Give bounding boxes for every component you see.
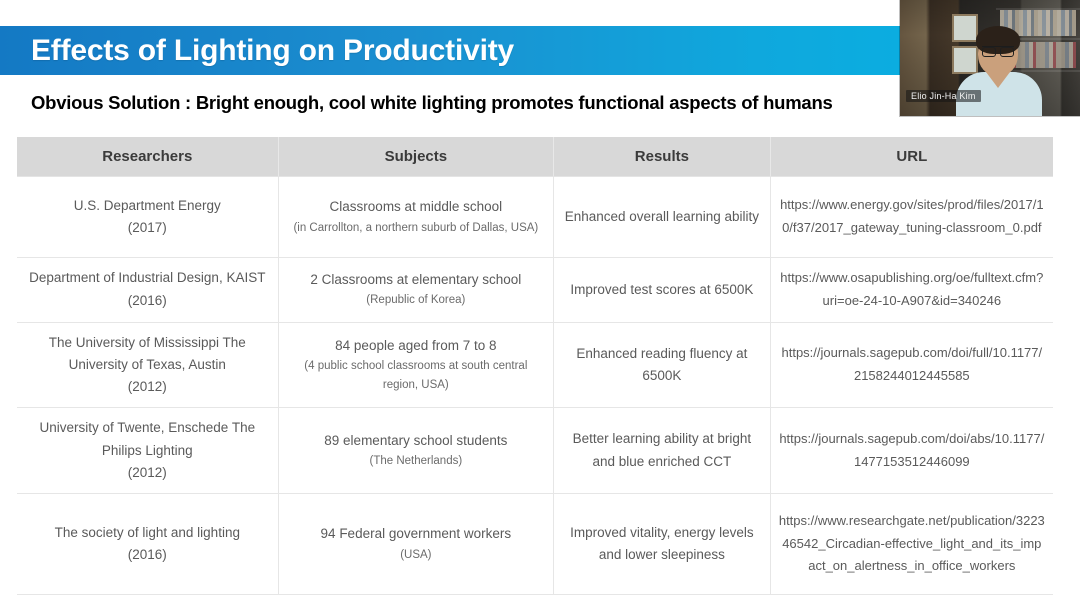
table-body: U.S. Department Energy (2017) Classrooms… (17, 176, 1053, 596)
subjects-main: 84 people aged from 7 to 8 (335, 337, 497, 353)
table-row: Department of Industrial Design, KAIST (… (17, 257, 1053, 323)
cell-results: Improved test scores at 6500K (553, 257, 771, 323)
cell-subjects: 84 people aged from 7 to 8 (4 public sch… (278, 322, 555, 409)
table-row: The University of Mississippi The Univer… (17, 322, 1053, 409)
column-header-results: Results (553, 137, 771, 177)
source-url[interactable]: https://www.researchgate.net/publication… (778, 512, 1045, 574)
results-text: Improved vitality, energy levels and low… (570, 524, 754, 563)
cell-researchers: U.S. Department Energy (2017) (17, 176, 279, 258)
researchers-name: Department of Industrial Design, KAIST (29, 270, 266, 286)
cell-subjects: 89 elementary school students (The Nethe… (278, 407, 555, 495)
cell-researchers: University of Twente, Enschede The Phili… (17, 407, 279, 495)
subjects-location: (USA) (400, 548, 432, 561)
cell-subjects: 2 Classrooms at elementary school (Repub… (278, 257, 555, 323)
table-row: University of Twente, Enschede The Phili… (17, 407, 1053, 495)
bookshelf-shelf-icon (996, 70, 1080, 72)
subjects-main: 94 Federal government workers (320, 526, 512, 542)
picture-frame-icon (952, 14, 978, 42)
researchers-name: The University of Mississippi The Univer… (48, 334, 246, 372)
cell-results: Enhanced overall learning ability (553, 176, 771, 258)
table-row: The society of light and lighting (2016)… (17, 493, 1053, 596)
bookshelf-shelf-icon (996, 38, 1080, 40)
researchers-year: (2017) (127, 220, 167, 235)
researchers-name: U.S. Department Energy (73, 197, 221, 213)
researchers-year: (2012) (127, 464, 167, 480)
subjects-main: Classrooms at middle school (329, 199, 503, 215)
cell-subjects: 94 Federal government workers (USA) (278, 493, 555, 596)
cell-researchers: The society of light and lighting (2016) (17, 493, 279, 596)
research-table-container: Researchers Subjects Results URL U.S. De… (17, 137, 1053, 596)
researchers-year: (2016) (127, 547, 167, 563)
column-header-subjects: Subjects (278, 137, 555, 177)
source-url[interactable]: https://www.osapublishing.org/oe/fulltex… (780, 270, 1044, 308)
researchers-name: The society of light and lighting (54, 524, 240, 540)
table-header: Researchers Subjects Results URL (17, 137, 1053, 177)
subjects-location: (4 public school classrooms at south cen… (304, 360, 528, 392)
cell-subjects: Classrooms at middle school (in Carrollt… (278, 176, 555, 258)
participant-video-tile[interactable]: Elio Jin-Ha Kim (900, 0, 1080, 116)
results-text: Enhanced reading fluency at 6500K (576, 345, 748, 383)
results-text: Improved test scores at 6500K (570, 281, 754, 297)
researchers-year: (2016) (127, 292, 167, 308)
cell-results: Enhanced reading fluency at 6500K (553, 322, 771, 409)
column-header-url: URL (770, 137, 1053, 177)
slide-subtitle: Obvious Solution : Bright enough, cool w… (31, 92, 833, 113)
cell-results: Better learning ability at bright and bl… (553, 407, 771, 495)
column-header-researchers: Researchers (17, 137, 279, 177)
page-title: Effects of Lighting on Productivity (31, 33, 514, 67)
source-url[interactable]: https://journals.sagepub.com/doi/full/10… (781, 345, 1043, 383)
cell-url: https://www.osapublishing.org/oe/fulltex… (770, 257, 1053, 323)
participant-name-label: Elio Jin-Ha Kim (906, 90, 981, 102)
results-text: Enhanced overall learning ability (564, 208, 760, 224)
subjects-location: (in Carrollton, a northern suburb of Dal… (293, 221, 539, 234)
cell-researchers: Department of Industrial Design, KAIST (… (17, 257, 279, 323)
table-header-row: Researchers Subjects Results URL (17, 137, 1053, 177)
subjects-location: (Republic of Korea) (366, 294, 466, 307)
table-row: U.S. Department Energy (2017) Classrooms… (17, 176, 1053, 258)
subjects-location: (The Netherlands) (369, 455, 463, 468)
cell-url: https://journals.sagepub.com/doi/abs/10.… (770, 407, 1053, 495)
source-url[interactable]: https://www.energy.gov/sites/prod/files/… (780, 197, 1044, 235)
research-table: Researchers Subjects Results URL U.S. De… (17, 137, 1053, 596)
cell-researchers: The University of Mississippi The Univer… (17, 322, 279, 409)
subjects-main: 2 Classrooms at elementary school (310, 272, 522, 288)
cell-url: https://journals.sagepub.com/doi/full/10… (770, 322, 1053, 409)
glasses-icon (982, 46, 1014, 57)
source-url[interactable]: https://journals.sagepub.com/doi/abs/10.… (779, 430, 1045, 469)
cell-url: https://www.energy.gov/sites/prod/files/… (770, 176, 1053, 258)
cell-url: https://www.researchgate.net/publication… (770, 493, 1053, 596)
subjects-main: 89 elementary school students (324, 433, 508, 449)
cell-results: Improved vitality, energy levels and low… (553, 493, 771, 596)
researchers-year: (2012) (127, 379, 167, 395)
picture-frame-icon (952, 46, 978, 74)
researchers-name: University of Twente, Enschede The Phili… (39, 420, 256, 458)
results-text: Better learning ability at bright and bl… (572, 431, 752, 469)
bookshelf-shelf-icon (996, 8, 1080, 10)
